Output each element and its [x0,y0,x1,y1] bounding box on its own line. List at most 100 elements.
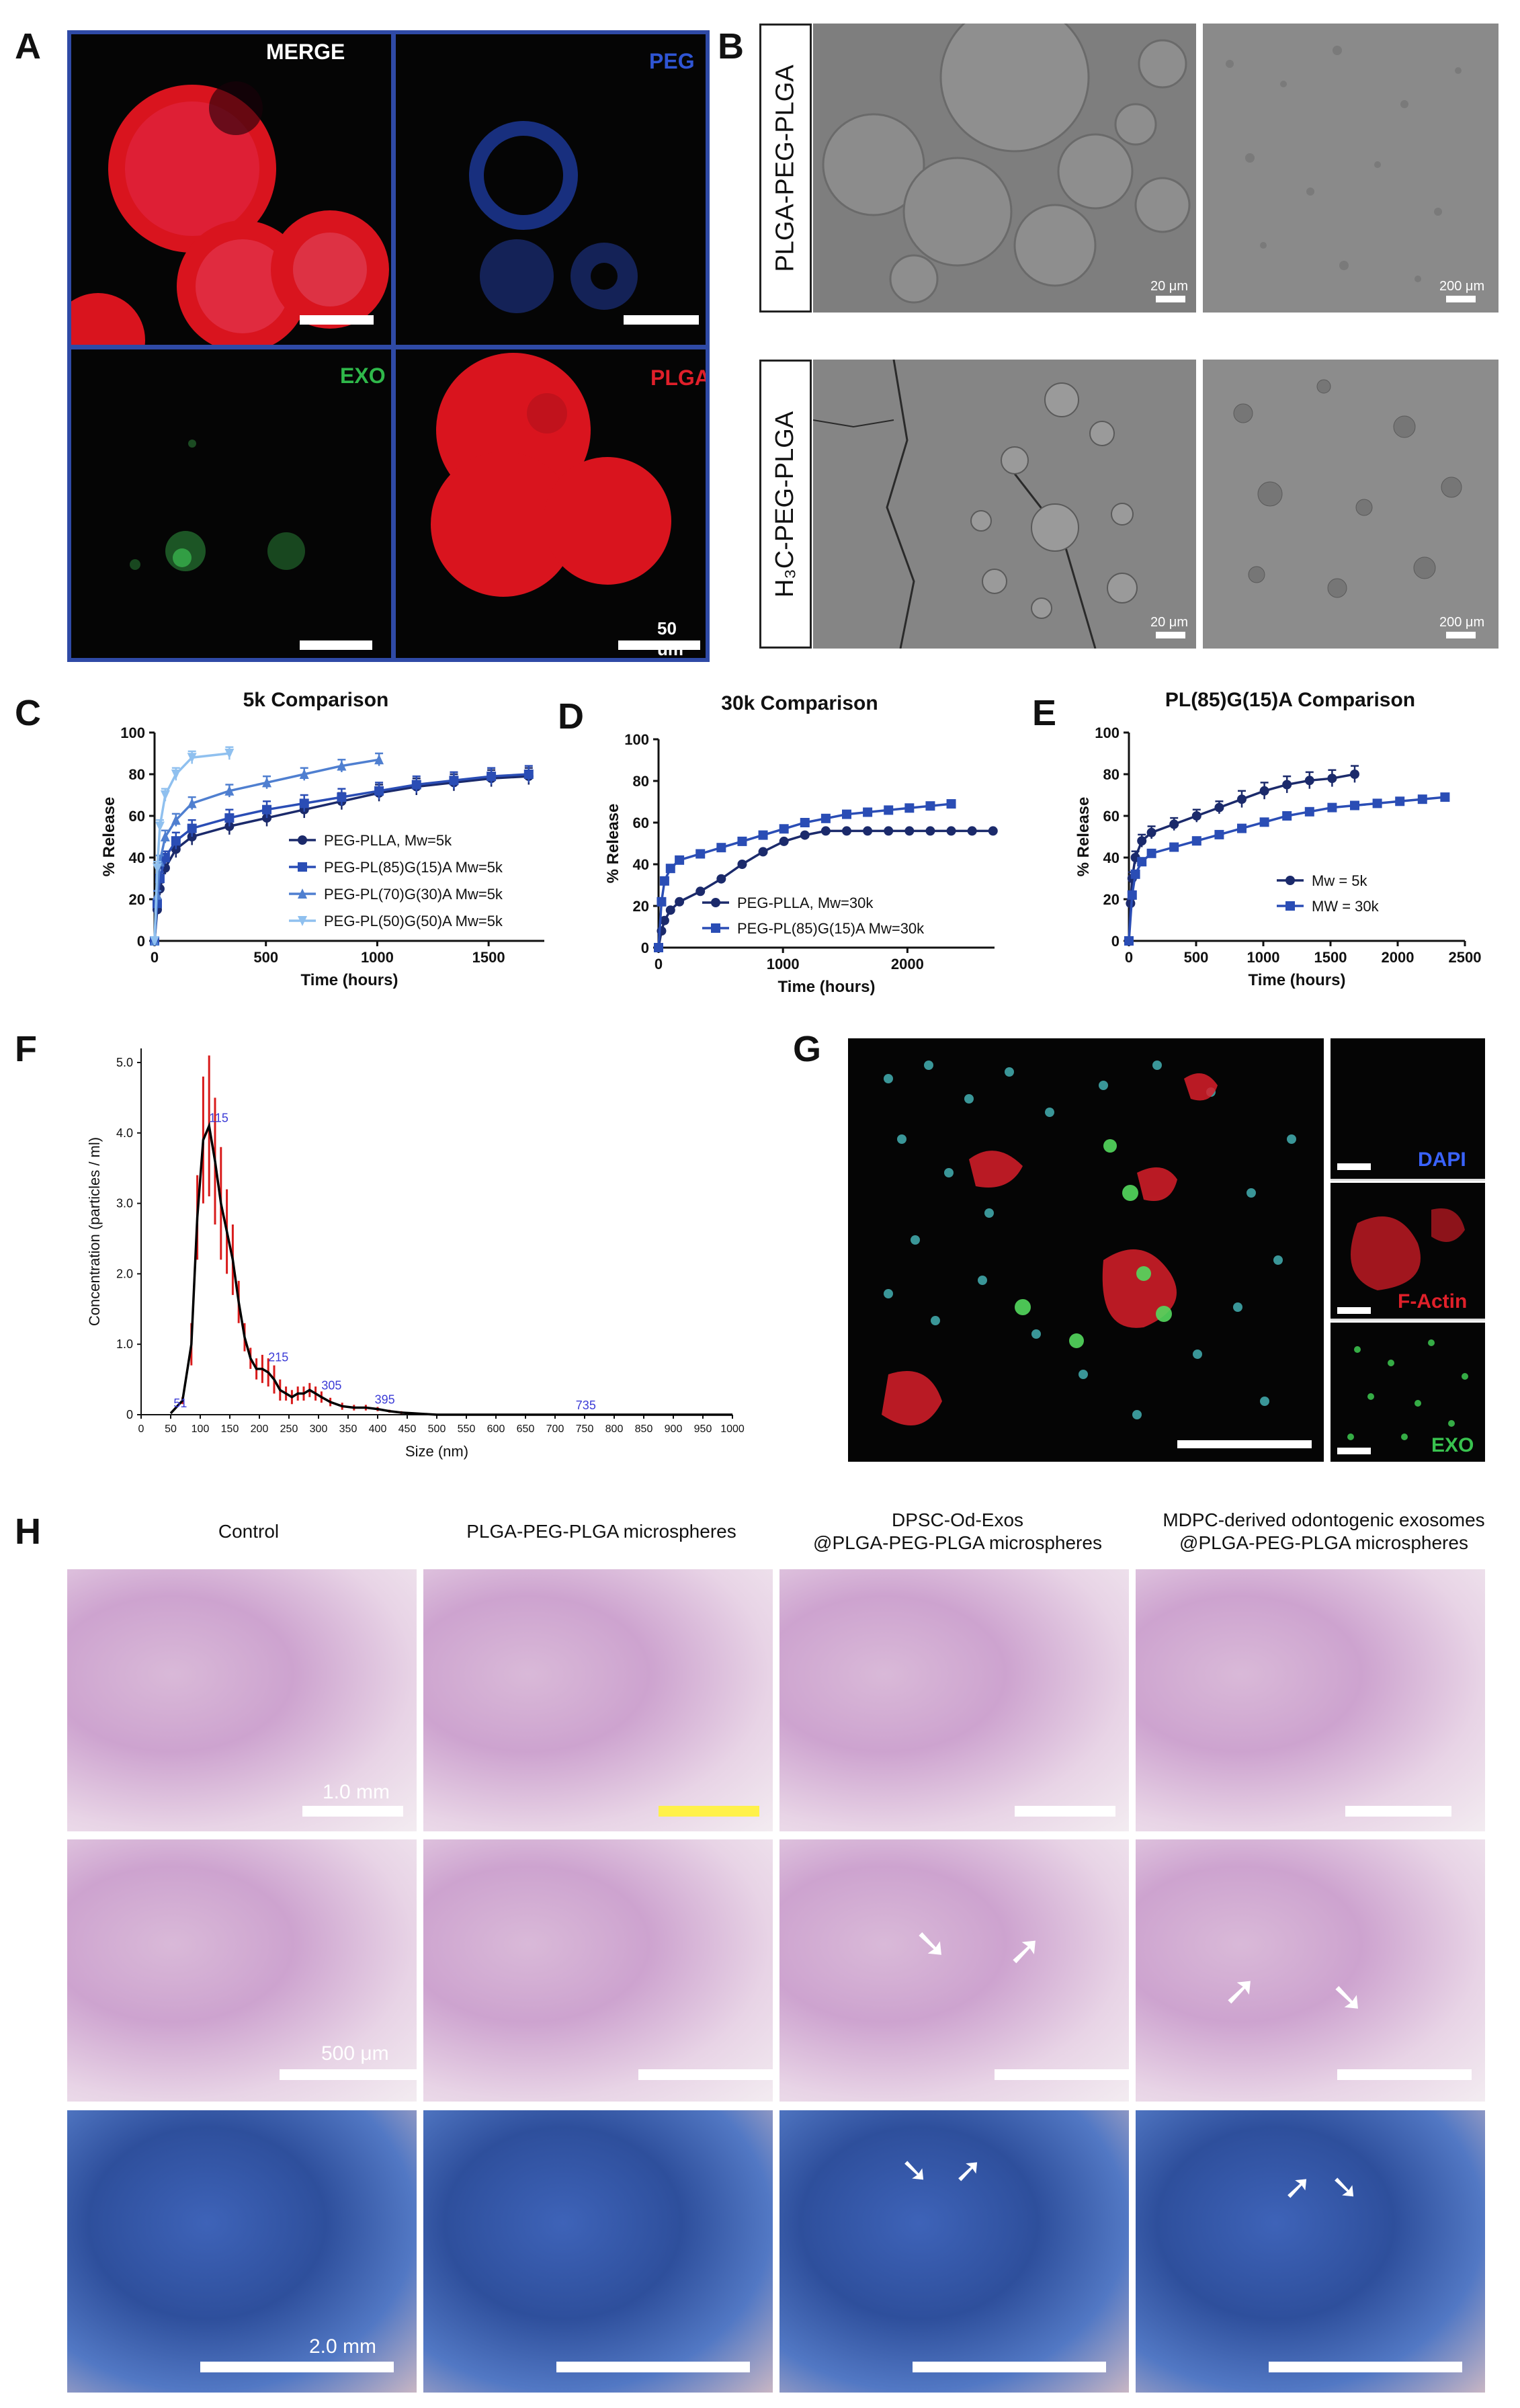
panel-label-b: B [718,26,744,67]
data-point [675,897,685,907]
x-tick-label: 750 [576,1423,594,1435]
arrow-icon: ➚ [954,2151,982,2189]
peak-label: 395 [375,1393,395,1407]
y-tick-label: 2.0 [116,1267,133,1280]
y-tick-label: 100 [120,724,145,741]
data-point [904,826,915,836]
plga-scale-bar [618,640,700,650]
y-tick-label: 4.0 [116,1126,133,1140]
data-point [1372,798,1382,808]
series-line [153,752,230,942]
y-tick-label: 80 [1103,766,1120,783]
x-tick-label: 500 [253,949,278,966]
panel-label-h: H [15,1511,41,1552]
g-cells-overlay [882,1061,1296,1425]
x-tick-label: 0 [138,1423,144,1435]
x-tick-label: 400 [369,1423,387,1435]
data-point [716,874,726,884]
x-tick-label: 2000 [891,956,924,972]
g-dapi-scale-bar [1337,1163,1371,1170]
y-tick-label: 0 [126,1408,133,1421]
y-tick-label: 0 [137,933,145,950]
plga-image [431,353,671,597]
g-main-image [848,1038,1324,1462]
legend-marker [1285,901,1295,911]
y-tick-label: 40 [633,856,649,873]
y-tick-label: 60 [129,808,145,825]
data-point [1304,776,1314,786]
histo-r3-c2-scale-bar [556,2362,750,2372]
data-point [1259,786,1269,796]
y-tick-label: 40 [129,849,145,866]
data-point [1282,811,1292,821]
exo-image [130,440,305,571]
data-point [150,936,159,946]
legend-marker [298,916,307,926]
data-point [523,770,534,779]
data-point [1304,806,1314,817]
merge-scale-bar [300,315,374,325]
y-axis-label: % Release [100,797,118,877]
g-factin-scale-bar [1337,1307,1371,1314]
sem-scale-bar-top-left [1156,296,1185,302]
data-point [1327,774,1337,784]
sem-scale-200-bottom: 200 μm [1439,615,1485,630]
data-point [1214,802,1224,813]
data-point [1191,811,1201,821]
y-tick-label: 20 [1103,891,1120,908]
y-tick-label: 0 [1111,933,1120,950]
data-point [1146,848,1156,858]
data-point [1237,823,1247,833]
arrow-icon: ➘ [900,2151,929,2189]
sem-scale-20-top: 20 μm [1150,279,1188,294]
sem-cracked-surface [813,360,1138,649]
data-point [695,886,706,897]
quad-divider-horizontal [71,345,706,349]
sem-microspheres-large [822,24,1191,304]
data-point [884,805,894,815]
arrow-icon: ➘ [1331,1975,1365,2020]
data-point [657,897,667,907]
chart-f: 0 1.0 2.0 3.0 4.0 5.0 0 50 100 150 200 250 300 350 400… [86,1048,745,1460]
y-tick-label: 100 [1095,724,1120,741]
y-tick-label: 20 [129,891,145,908]
peak-annotations: 51 115 215 305 395 735 [173,1111,595,1412]
sem-scale-bar-top-right [1446,296,1476,302]
x-tick-label: 350 [339,1423,357,1435]
y-tick-label: 100 [624,731,649,748]
legend-entry: MW = 30k [1312,898,1380,915]
peg-image [469,121,638,313]
data-point [779,824,789,834]
g-factin-cells [1351,1208,1465,1290]
error-bars [181,1055,426,1415]
panel-label-d: D [558,696,584,737]
data-point [374,786,384,796]
data-point [262,804,272,815]
data-point [1214,829,1224,839]
data-point [737,860,747,869]
data-point [155,821,165,832]
data-point [758,847,768,857]
y-axis-label: % Release [1074,797,1093,877]
arrow-icon: ➚ [1223,1968,1257,2013]
h-col-title-3: DPSC-Od-Exos @PLGA-PEG-PLGA microspheres [813,1509,1102,1553]
data-point [411,780,421,790]
data-point [299,798,309,808]
x-tick-label: 600 [487,1423,505,1435]
peak-label: 735 [576,1399,596,1412]
size-distribution-line [169,1122,732,1416]
data-point [187,798,197,808]
panel-label-e: E [1032,693,1057,733]
y-tick-label: 20 [633,898,649,915]
y-tick-label: 5.0 [116,1056,133,1069]
data-point [1440,792,1450,802]
x-tick-label: 300 [310,1423,328,1435]
x-tick-label: 500 [1184,949,1209,966]
x-tick-label: 650 [517,1423,535,1435]
data-point [1124,936,1134,946]
y-tick-label: 1.0 [116,1337,133,1351]
sem-row2-label: H₃C-PEG-PLGA [759,360,812,649]
data-point [1259,817,1269,827]
